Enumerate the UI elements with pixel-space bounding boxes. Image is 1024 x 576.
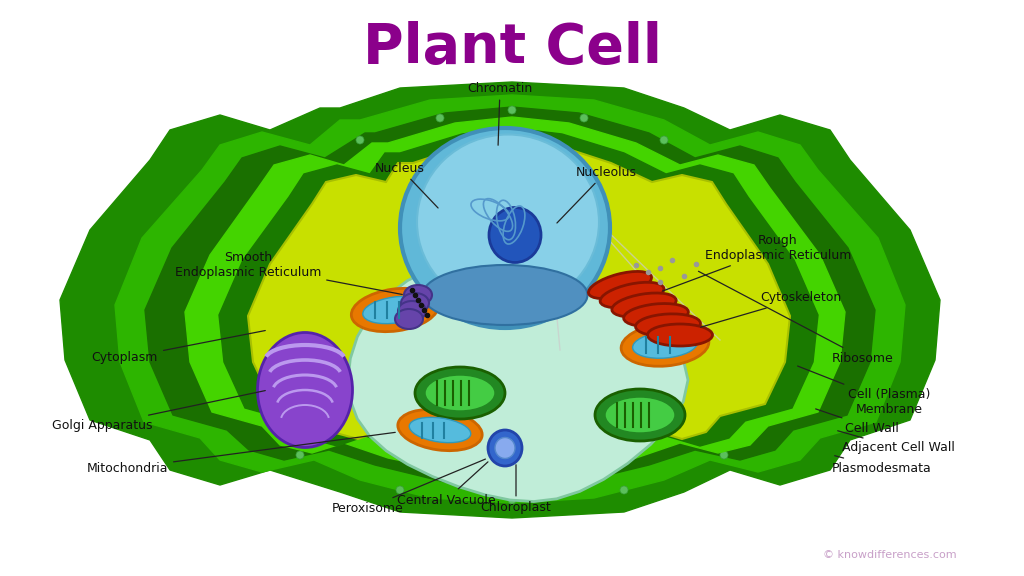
Text: Cytoplasm: Cytoplasm xyxy=(91,331,265,365)
Ellipse shape xyxy=(771,226,779,234)
Ellipse shape xyxy=(404,285,432,305)
Ellipse shape xyxy=(410,418,471,442)
Text: Chromatin: Chromatin xyxy=(467,81,532,145)
Polygon shape xyxy=(60,82,940,518)
Ellipse shape xyxy=(720,451,728,459)
Text: Golgi Apparatus: Golgi Apparatus xyxy=(51,391,265,431)
Text: Nucleus: Nucleus xyxy=(375,161,438,208)
Ellipse shape xyxy=(400,128,610,328)
Ellipse shape xyxy=(488,430,522,466)
Text: Smooth
Endoplasmic Reticulum: Smooth Endoplasmic Reticulum xyxy=(175,251,402,294)
Ellipse shape xyxy=(246,226,254,234)
Ellipse shape xyxy=(595,389,685,441)
Ellipse shape xyxy=(436,114,444,122)
Ellipse shape xyxy=(257,332,352,448)
Ellipse shape xyxy=(296,451,304,459)
Polygon shape xyxy=(348,259,688,502)
Text: Central Vacuole: Central Vacuole xyxy=(396,462,496,506)
Text: Plasmodesmata: Plasmodesmata xyxy=(831,456,932,475)
Ellipse shape xyxy=(580,114,588,122)
Polygon shape xyxy=(145,107,874,487)
Text: Nucleolus: Nucleolus xyxy=(557,165,637,223)
Ellipse shape xyxy=(799,306,807,314)
Ellipse shape xyxy=(425,375,495,411)
Text: Peroxisome: Peroxisome xyxy=(332,459,485,514)
Ellipse shape xyxy=(417,135,599,309)
Ellipse shape xyxy=(624,304,688,327)
Ellipse shape xyxy=(216,306,224,314)
Ellipse shape xyxy=(396,486,404,494)
Polygon shape xyxy=(115,95,905,503)
Polygon shape xyxy=(185,117,845,477)
Text: © knowdifferences.com: © knowdifferences.com xyxy=(823,550,956,560)
Ellipse shape xyxy=(415,367,505,419)
Ellipse shape xyxy=(605,397,675,433)
Ellipse shape xyxy=(508,106,516,114)
Text: Rough
Endoplasmic Reticulum: Rough Endoplasmic Reticulum xyxy=(663,234,851,291)
Ellipse shape xyxy=(362,297,427,324)
Text: Mitochondria: Mitochondria xyxy=(86,433,395,475)
Ellipse shape xyxy=(226,396,234,404)
Polygon shape xyxy=(248,139,790,460)
Ellipse shape xyxy=(720,171,728,179)
Ellipse shape xyxy=(612,293,676,317)
Ellipse shape xyxy=(622,324,709,366)
Text: Plant Cell: Plant Cell xyxy=(362,21,662,75)
Ellipse shape xyxy=(351,289,438,332)
Polygon shape xyxy=(219,128,818,468)
Ellipse shape xyxy=(636,314,700,336)
Text: Cell Wall: Cell Wall xyxy=(816,409,899,434)
Ellipse shape xyxy=(647,324,713,346)
Ellipse shape xyxy=(508,496,516,504)
Ellipse shape xyxy=(397,410,482,450)
Ellipse shape xyxy=(489,207,541,263)
Text: Cytoskeleton: Cytoskeleton xyxy=(700,291,842,327)
Ellipse shape xyxy=(398,301,426,321)
Ellipse shape xyxy=(600,282,664,308)
Ellipse shape xyxy=(401,293,429,313)
Text: Chloroplast: Chloroplast xyxy=(480,465,551,514)
Ellipse shape xyxy=(423,265,588,325)
Ellipse shape xyxy=(356,136,364,144)
Ellipse shape xyxy=(589,271,651,298)
Ellipse shape xyxy=(786,396,794,404)
Text: Adjacent Cell Wall: Adjacent Cell Wall xyxy=(838,431,954,454)
Ellipse shape xyxy=(296,171,304,179)
Ellipse shape xyxy=(395,309,423,329)
Text: Cell (Plasma)
Membrane: Cell (Plasma) Membrane xyxy=(798,366,931,416)
Ellipse shape xyxy=(660,136,668,144)
Ellipse shape xyxy=(620,486,628,494)
Ellipse shape xyxy=(495,438,515,458)
Ellipse shape xyxy=(633,332,697,358)
Text: Ribosome: Ribosome xyxy=(698,271,894,365)
